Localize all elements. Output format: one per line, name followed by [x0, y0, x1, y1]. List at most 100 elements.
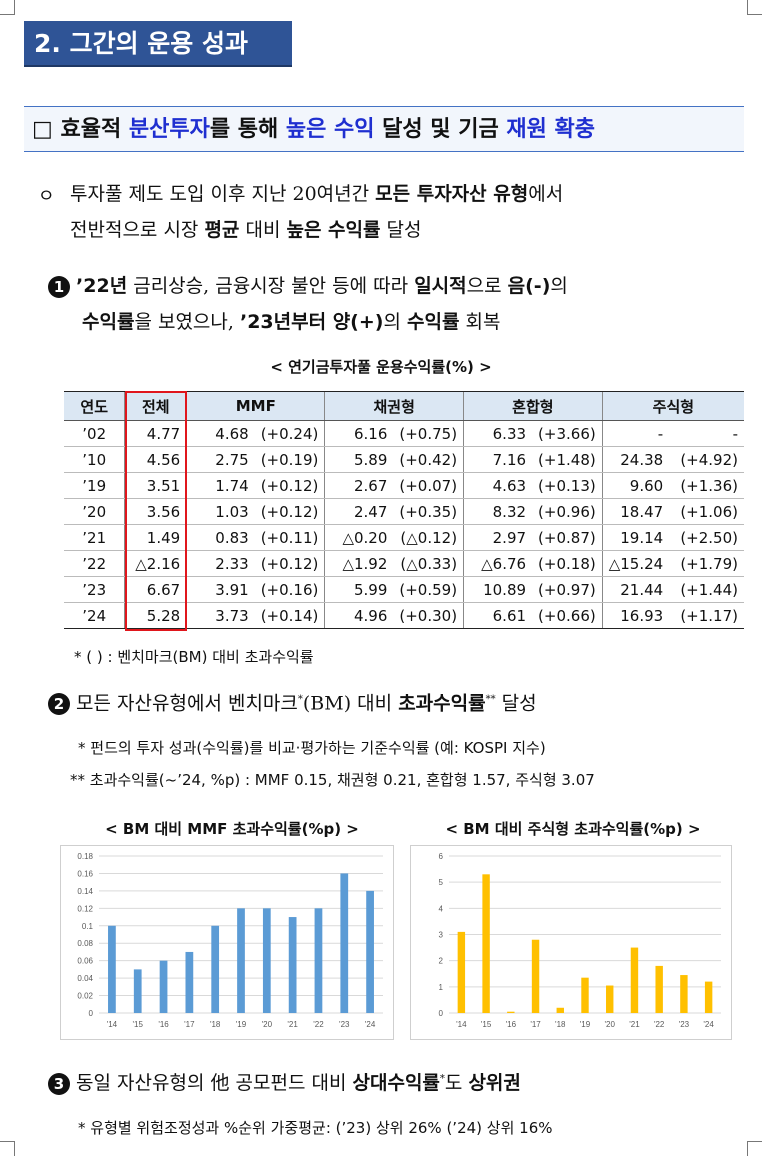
y-tick-label: 4: [439, 904, 444, 913]
table-cell: 5.89: [324, 446, 394, 473]
bar: [556, 1007, 564, 1013]
item1-number: 1: [48, 276, 70, 298]
y-tick-label: 0.06: [77, 957, 93, 966]
row-year-cell: ’19: [64, 472, 125, 499]
page-corner-mark: [0, 1141, 15, 1156]
header-year: 연도: [64, 391, 125, 421]
y-tick-label: 0.08: [77, 939, 93, 948]
table-cell: 5.28: [124, 602, 187, 629]
x-tick-label: '14: [456, 1020, 467, 1029]
x-tick-label: '22: [654, 1020, 665, 1029]
table-row: ’24 5.28 3.73 (+0.14) 4.96 (+0.30) 6.61 (+0.66)…: [64, 602, 744, 629]
table-cell: 4.68: [186, 420, 255, 447]
bar: [211, 925, 220, 1013]
header-bond: 채권형: [324, 391, 464, 421]
y-tick-label: 2: [439, 957, 444, 966]
table-cell: 6.33: [463, 420, 533, 447]
y-tick-label: 0.18: [77, 852, 93, 861]
table-cell: 5.99: [324, 576, 394, 603]
table-cell: (+0.59): [393, 576, 464, 603]
table-cell: 4.63: [463, 472, 533, 499]
header-mmf: MMF: [186, 391, 325, 421]
bar: [606, 985, 614, 1013]
bar: [366, 890, 374, 1013]
table-cell: (+0.18): [532, 550, 603, 577]
table-cell: (+0.11): [254, 524, 325, 551]
row-year-cell: ’22: [64, 550, 125, 577]
table-cell: 2.33: [186, 550, 255, 577]
table-cell: 8.32: [463, 498, 533, 525]
table-row: ’19 3.51 1.74 (+0.12) 2.67 (+0.07) 4.63 (+0.13)…: [64, 472, 744, 499]
headline-checkbox: □: [32, 117, 53, 142]
x-tick-label: '18: [210, 1020, 221, 1029]
item3-text: 3 동일 자산유형의 他 공모펀드 대비 상대수익률*도 상위권: [48, 1068, 521, 1095]
table-cell: (+1.44): [669, 576, 744, 603]
table-footnote: * ( ) : 벤치마크(BM) 대비 초과수익률: [74, 648, 314, 666]
row-year-cell: ’10: [64, 446, 125, 473]
stock-chart-title: < BM 대비 주식형 초과수익률(%p) >: [445, 820, 701, 838]
y-tick-label: 1: [439, 983, 444, 992]
table-cell: 3.73: [186, 602, 255, 629]
headline-highlight: 분산투자: [128, 117, 210, 142]
bar: [680, 975, 688, 1013]
table-header-row: 연도 전체 MMF 채권형 혼합형 주식형: [64, 391, 744, 421]
bar: [185, 951, 194, 1013]
headline-text: 를 통해: [209, 117, 286, 142]
bar: [704, 981, 713, 1013]
table-cell: (+1.36): [669, 472, 744, 499]
table-cell: 3.56: [124, 498, 187, 525]
table-cell: (+0.12): [254, 498, 325, 525]
section-title: 2. 그간의 운용 성과: [24, 21, 292, 67]
table-cell: 1.49: [124, 524, 187, 551]
x-tick-label: '15: [133, 1020, 144, 1029]
y-tick-label: 0.1: [82, 922, 94, 931]
x-tick-label: '19: [236, 1020, 247, 1029]
row-year-cell: ’02: [64, 420, 125, 447]
table-row: ’10 4.56 2.75 (+0.19) 5.89 (+0.42) 7.16 (+1.48)…: [64, 446, 744, 473]
table-cell: 6.61: [463, 602, 533, 629]
table-cell: -: [601, 420, 670, 447]
table-cell: (+0.16): [254, 576, 325, 603]
y-tick-label: 0: [89, 1009, 94, 1018]
table-cell: (+0.66): [532, 602, 603, 629]
mmf-chart-title: < BM 대비 MMF 초과수익률(%p) >: [105, 820, 359, 838]
y-tick-label: 0.12: [77, 904, 93, 913]
x-tick-label: '21: [629, 1020, 640, 1029]
table-cell: (△0.33): [393, 550, 464, 577]
y-tick-label: 0.02: [77, 992, 93, 1001]
x-tick-label: '17: [184, 1020, 195, 1029]
x-tick-label: '16: [158, 1020, 169, 1029]
header-mixed: 혼합형: [463, 391, 603, 421]
table-cell: (+0.19): [254, 446, 325, 473]
x-tick-label: '22: [313, 1020, 324, 1029]
table-caption: < 연기금투자풀 운용수익률(%) >: [270, 358, 492, 376]
table-cell: 3.51: [124, 472, 187, 499]
headline-highlight: 재원 확충: [506, 117, 595, 142]
y-tick-label: 0.04: [77, 974, 93, 983]
y-tick-label: 0.14: [77, 887, 93, 896]
table-cell: 6.67: [124, 576, 187, 603]
table-cell: (+1.48): [532, 446, 603, 473]
table-cell: (+0.12): [254, 472, 325, 499]
bar: [262, 908, 271, 1013]
table-cell: △2.16: [124, 550, 187, 577]
table-cell: 7.16: [463, 446, 533, 473]
bar: [288, 917, 297, 1013]
page-corner-mark: [0, 0, 15, 15]
bar: [630, 947, 639, 1013]
bar: [581, 977, 589, 1013]
headline-text: 효율적: [60, 117, 129, 142]
table-cell: 24.38: [601, 446, 670, 473]
row-year-cell: ’21: [64, 524, 125, 551]
bar: [314, 908, 323, 1013]
table-cell: 0.83: [186, 524, 255, 551]
table-cell: (+1.17): [669, 602, 744, 629]
table-row: ’20 3.56 1.03 (+0.12) 2.47 (+0.35) 8.32 (+0.96)…: [64, 498, 744, 525]
table-cell: (+0.97): [532, 576, 603, 603]
table-cell: 4.56: [124, 446, 187, 473]
table-cell: △6.76: [463, 550, 533, 577]
x-tick-label: '14: [107, 1020, 118, 1029]
main-bullet-text: 투자풀 제도 도입 이후 지난 20여년간 모든 투자자산 유형에서 전반적으로…: [70, 183, 564, 241]
bar: [655, 965, 663, 1013]
table-cell: (+0.75): [393, 420, 464, 447]
